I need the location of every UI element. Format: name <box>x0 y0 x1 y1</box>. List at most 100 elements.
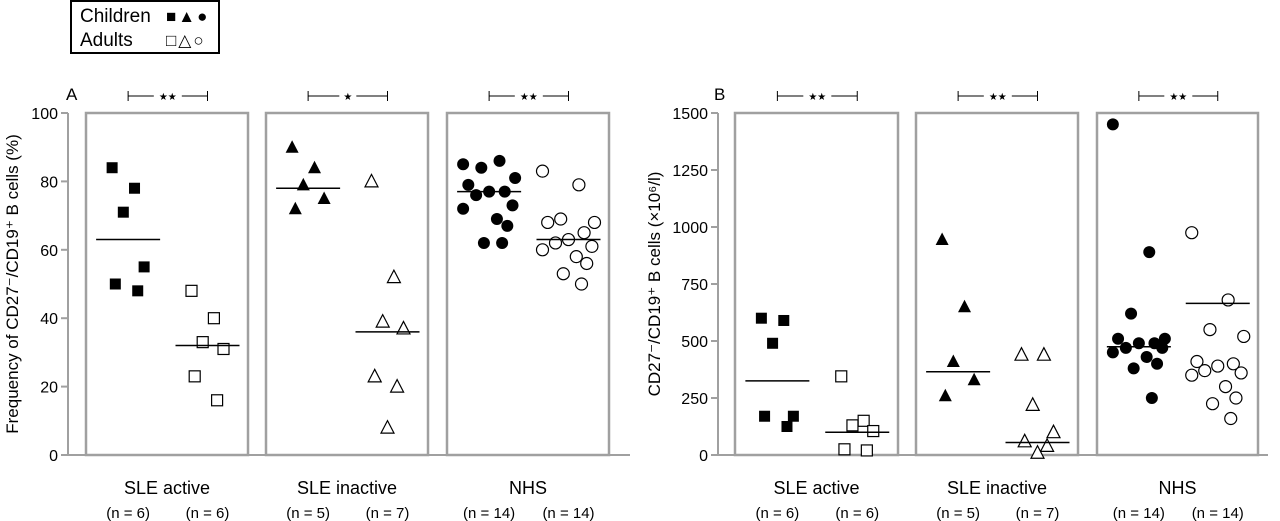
children-data-point <box>285 140 299 153</box>
significance-label: ★★ <box>159 92 177 103</box>
adults-data-point <box>1185 368 1199 382</box>
children-data-point <box>1156 341 1169 354</box>
children-data-point <box>501 219 514 232</box>
y-tick-label: 20 <box>40 380 58 397</box>
adults-data-point <box>1039 437 1055 452</box>
children-data-point <box>462 178 475 191</box>
adults-data-point <box>535 164 550 178</box>
y-tick-label: 250 <box>681 391 708 408</box>
legend-adults-label: Adults <box>80 30 133 51</box>
children-data-point <box>755 312 767 324</box>
significance-label-bg <box>983 90 1012 102</box>
legend-children-label: Children <box>80 6 151 27</box>
children-data-point <box>767 337 779 349</box>
children-data-point <box>1158 332 1171 345</box>
adults-data-point <box>389 378 405 393</box>
significance-label-bg <box>1164 90 1193 102</box>
adults-data-point <box>867 424 880 438</box>
adults-data-point <box>857 414 870 427</box>
significance-label: ★★ <box>989 92 1007 103</box>
y-tick-label: 1500 <box>672 106 708 123</box>
adults-data-point <box>1221 293 1235 307</box>
group-name: SLE active <box>124 478 210 498</box>
n-label-adults: (n = 6) <box>186 505 230 521</box>
adults-data-point <box>188 370 201 383</box>
significance-label: ★★ <box>808 92 826 103</box>
y-tick-label: 60 <box>40 243 58 260</box>
n-label-adults: (n = 14) <box>542 505 594 521</box>
group-name: SLE active <box>773 478 859 498</box>
group-box <box>733 111 900 457</box>
adults-data-point <box>1234 366 1248 380</box>
adults-data-point <box>217 342 230 356</box>
adults-data-point <box>1014 346 1029 361</box>
n-label-children: (n = 14) <box>463 505 515 521</box>
n-label-adults: (n = 6) <box>835 505 879 521</box>
children-data-point <box>1125 307 1138 320</box>
y-tick-label: 80 <box>40 174 58 191</box>
adults-data-point <box>1046 423 1061 439</box>
adults-data-point <box>548 236 563 250</box>
adults-data-point <box>185 284 198 297</box>
adults-data-point <box>535 243 550 257</box>
adults-data-point <box>367 368 383 383</box>
children-data-point <box>470 189 483 202</box>
adults-data-point <box>1237 329 1251 344</box>
legend-adults-symbols: □△○ <box>166 31 206 50</box>
adults-data-point <box>574 277 589 291</box>
adults-data-point <box>380 419 395 434</box>
group-name: NHS <box>1158 478 1196 498</box>
adults-data-point <box>1203 323 1217 337</box>
children-data-point <box>317 191 331 204</box>
n-label-children: (n = 6) <box>106 505 150 521</box>
n-label-adults: (n = 14) <box>1192 505 1244 521</box>
adults-data-point <box>396 320 411 335</box>
group-box <box>264 111 430 457</box>
adults-data-point <box>541 215 555 230</box>
children-data-point <box>1106 118 1119 131</box>
panel-label: B <box>714 85 725 104</box>
legend: Children ■▲● Adults □△○ <box>70 0 220 54</box>
children-data-point <box>490 213 503 226</box>
children-data-point <box>106 162 118 174</box>
significance-label-bg <box>153 90 182 102</box>
adults-data-point <box>585 239 599 253</box>
n-label-children: (n = 6) <box>755 505 799 521</box>
children-data-point <box>493 154 506 167</box>
adults-data-point <box>556 267 570 281</box>
panel-a: A 0 20 40 60 80 100 Frequency of CD27⁻/CD19⁺ B … <box>3 85 630 521</box>
y-tick-label: 0 <box>699 448 708 465</box>
children-data-point <box>946 354 960 368</box>
children-data-point <box>496 236 509 249</box>
children-data-point <box>1132 337 1145 350</box>
group-name: NHS <box>509 478 547 498</box>
adults-data-point <box>846 419 859 432</box>
group-box <box>445 111 611 457</box>
group-name: SLE inactive <box>297 478 397 498</box>
adults-data-point <box>211 394 224 407</box>
children-data-point <box>509 171 522 184</box>
y-tick-label: 0 <box>49 448 58 465</box>
adults-data-point <box>1185 226 1199 240</box>
group-2: ★★ NHS (n = 14) (n = 14) <box>445 90 611 521</box>
children-data-point <box>935 232 949 246</box>
legend-children: Children ■▲● <box>80 6 209 28</box>
children-data-point <box>109 278 121 290</box>
adults-data-point <box>835 370 848 383</box>
children-data-point <box>117 206 129 218</box>
children-data-point <box>288 201 302 215</box>
adults-data-point <box>386 268 402 284</box>
adults-data-point <box>569 250 583 264</box>
children-data-point <box>1145 392 1158 404</box>
children-data-point <box>1106 346 1119 359</box>
children-data-point <box>132 285 144 297</box>
children-data-point <box>1151 357 1164 370</box>
significance-label-bg <box>803 90 832 102</box>
children-data-point <box>778 314 790 326</box>
children-data-point <box>967 372 981 386</box>
group-box <box>914 111 1080 457</box>
children-data-point <box>457 158 470 171</box>
group-0: ★★ SLE active (n = 6) (n = 6) <box>733 90 900 521</box>
n-label-adults: (n = 7) <box>366 505 410 521</box>
